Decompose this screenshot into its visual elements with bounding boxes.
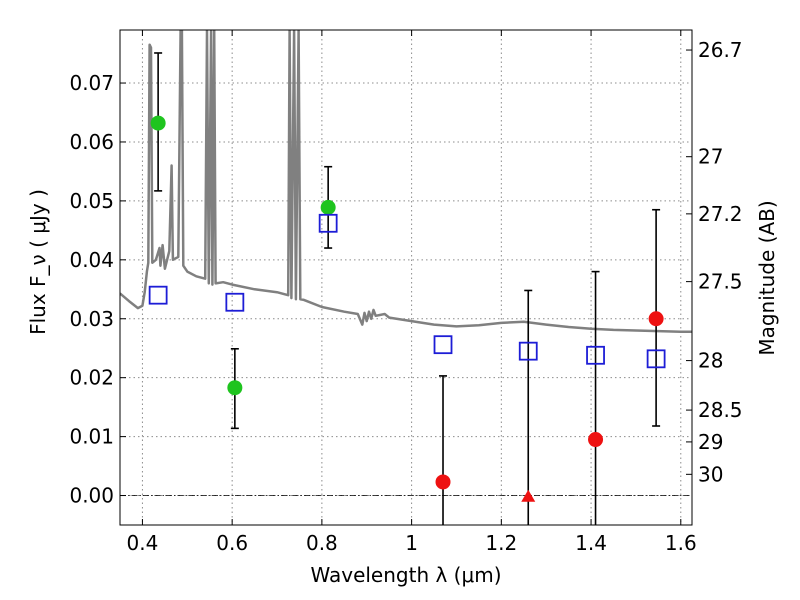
y-tick-label: 0.06 <box>69 130 114 154</box>
y-axis-ticks: 0.00 0.01 0.02 0.03 0.04 0.05 0.06 0.07 <box>69 71 126 508</box>
sed-line <box>120 30 692 333</box>
data-markers <box>148 115 666 502</box>
data-point <box>648 311 664 327</box>
y-tick-label: 0.00 <box>69 484 114 508</box>
model-point <box>225 292 245 312</box>
model-point <box>646 349 666 369</box>
x-tick-label: 1.6 <box>665 531 697 555</box>
y-tick-label: 0.03 <box>69 307 114 331</box>
model-point <box>518 341 538 361</box>
data-point <box>588 432 604 448</box>
right-tick-label: 28.5 <box>698 398 743 422</box>
model-point <box>586 345 605 365</box>
x-tick-label: 0.6 <box>216 531 248 555</box>
data-point <box>150 115 166 131</box>
x-tick-label: 0.8 <box>306 531 338 555</box>
y-axis-title: Flux F_ν ( μJy ) <box>26 189 50 335</box>
right-tick-label: 28 <box>698 349 723 373</box>
y-tick-label: 0.01 <box>69 425 114 449</box>
right-tick-label: 27 <box>698 145 723 169</box>
upper-limit-point <box>521 489 536 502</box>
y-tick-label: 0.05 <box>69 189 114 213</box>
model-point <box>148 285 168 305</box>
x-tick-label: 1.4 <box>575 531 607 555</box>
y-tick-label: 0.04 <box>69 248 114 272</box>
model-point <box>433 335 453 355</box>
data-point <box>227 380 243 396</box>
data-point <box>435 474 451 490</box>
y-tick-label: 0.07 <box>69 71 114 95</box>
plot-frame <box>119 29 693 526</box>
x-tick-label: 1 <box>405 531 418 555</box>
data-point <box>320 199 336 215</box>
x-axis-title: Wavelength λ (μm) <box>310 563 501 587</box>
right-tick-label: 27.5 <box>698 270 743 294</box>
right-tick-label: 26.7 <box>698 38 743 62</box>
x-tick-label: 1.2 <box>485 531 517 555</box>
right-axis-title: Magnitude (AB) <box>755 200 779 355</box>
right-tick-label: 27.2 <box>698 202 743 226</box>
x-axis-ticks: 0.4 0.6 0.8 1 1.2 1.4 1.6 <box>127 30 697 555</box>
y-tick-label: 0.02 <box>69 366 114 390</box>
x-tick-label: 0.4 <box>127 531 159 555</box>
error-bars <box>154 52 661 525</box>
right-tick-label: 30 <box>698 462 723 486</box>
right-axis-ticks: 26.7 27 27.2 27.5 28 28.5 29 30 <box>686 38 743 486</box>
sed-model-curve <box>120 30 692 333</box>
model-point <box>318 213 338 233</box>
right-tick-label: 29 <box>698 430 723 454</box>
